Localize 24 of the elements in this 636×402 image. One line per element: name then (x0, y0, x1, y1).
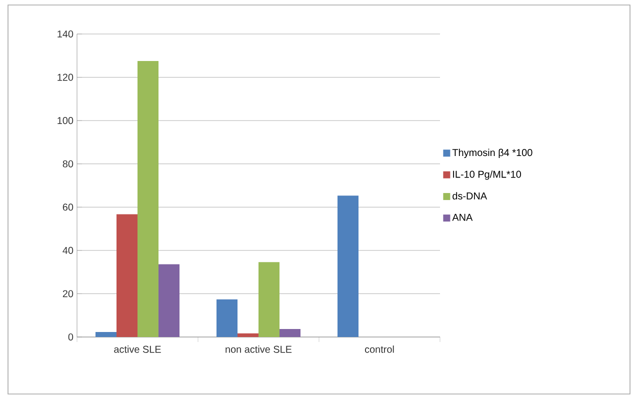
y-tick-label: 40 (62, 246, 74, 254)
bar (138, 61, 159, 337)
y-tick-label: 120 (58, 74, 74, 81)
legend-label: ANA (452, 214, 473, 221)
x-tick-label: non active SLE (226, 346, 292, 353)
y-tick-label: 20 (62, 290, 74, 298)
bar (158, 264, 180, 337)
y-tick-label: 80 (62, 160, 74, 168)
bar (258, 262, 280, 337)
legend-label: IL-10 Pg/ML*10 (453, 170, 522, 180)
bar (216, 299, 238, 337)
bar (338, 196, 359, 337)
x-tick-label: active SLE (114, 346, 161, 353)
y-tick-label: 60 (62, 204, 74, 211)
bar (96, 332, 117, 337)
legend-label: ds-DNA (452, 192, 488, 200)
y-tick-label: 100 (58, 117, 74, 124)
x-tick-label: control (364, 346, 394, 353)
bar (280, 328, 301, 337)
bar (116, 214, 138, 337)
legend-label: Thymosin β4 *100 (452, 148, 532, 158)
y-tick-label: 0 (68, 333, 74, 341)
y-tick-label: 140 (58, 30, 74, 38)
bar (238, 333, 259, 337)
